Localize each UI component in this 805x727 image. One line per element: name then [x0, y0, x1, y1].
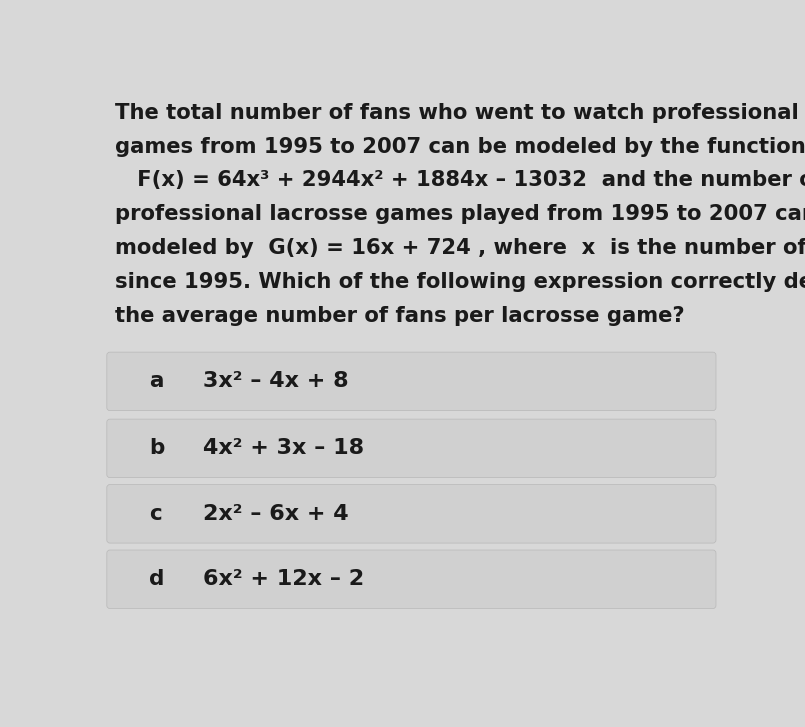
- Text: F(x) = 64x³ + 2944x² + 1884x – 13032  and the number of: F(x) = 64x³ + 2944x² + 1884x – 13032 and…: [114, 170, 805, 190]
- Text: d: d: [149, 569, 164, 590]
- Text: 2x² – 6x + 4: 2x² – 6x + 4: [204, 504, 349, 524]
- Text: c: c: [149, 504, 162, 524]
- Text: 4x² + 3x – 18: 4x² + 3x – 18: [204, 438, 365, 458]
- Text: professional lacrosse games played from 1995 to 2007 can be: professional lacrosse games played from …: [114, 204, 805, 225]
- FancyBboxPatch shape: [107, 419, 716, 478]
- Text: 6x² + 12x – 2: 6x² + 12x – 2: [204, 569, 365, 590]
- Text: a: a: [149, 371, 163, 391]
- Text: The total number of fans who went to watch professional lacrosse: The total number of fans who went to wat…: [114, 103, 805, 123]
- Text: since 1995. Which of the following expression correctly describes: since 1995. Which of the following expre…: [114, 272, 805, 292]
- Text: 3x² – 4x + 8: 3x² – 4x + 8: [204, 371, 349, 391]
- Text: b: b: [149, 438, 164, 458]
- Text: the average number of fans per lacrosse game?: the average number of fans per lacrosse …: [114, 306, 684, 326]
- Text: games from 1995 to 2007 can be modeled by the function: games from 1995 to 2007 can be modeled b…: [114, 137, 805, 156]
- FancyBboxPatch shape: [107, 550, 716, 608]
- Text: modeled by  G(x) = 16x + 724 , where  x  is the number of years: modeled by G(x) = 16x + 724 , where x is…: [114, 238, 805, 258]
- FancyBboxPatch shape: [107, 352, 716, 411]
- FancyBboxPatch shape: [107, 485, 716, 543]
